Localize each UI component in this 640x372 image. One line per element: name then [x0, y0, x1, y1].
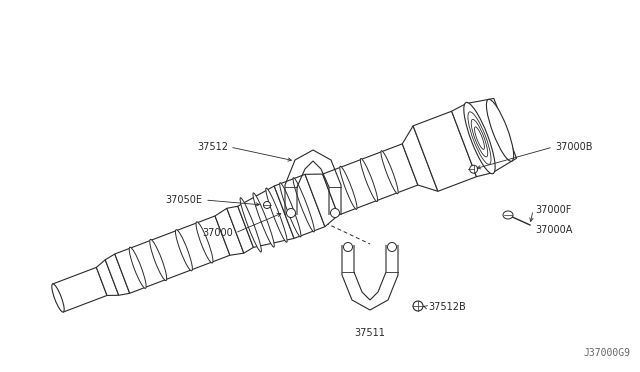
Text: 37000F: 37000F	[535, 205, 572, 215]
Ellipse shape	[503, 211, 513, 219]
Polygon shape	[115, 216, 230, 293]
Polygon shape	[52, 267, 107, 312]
Polygon shape	[274, 174, 325, 238]
Polygon shape	[403, 126, 438, 191]
Text: 37512B: 37512B	[428, 302, 466, 312]
Polygon shape	[238, 186, 294, 247]
Polygon shape	[305, 174, 338, 227]
Ellipse shape	[280, 183, 301, 237]
Ellipse shape	[387, 243, 397, 251]
Polygon shape	[105, 254, 130, 295]
Ellipse shape	[150, 239, 166, 280]
Ellipse shape	[196, 222, 213, 263]
Ellipse shape	[464, 102, 495, 174]
Ellipse shape	[360, 158, 378, 202]
Ellipse shape	[287, 208, 296, 218]
Ellipse shape	[175, 230, 193, 271]
Ellipse shape	[330, 208, 339, 218]
Text: 37000A: 37000A	[535, 225, 572, 235]
Ellipse shape	[253, 193, 275, 247]
Polygon shape	[323, 144, 418, 215]
Text: 37050E: 37050E	[165, 195, 202, 205]
Ellipse shape	[293, 178, 314, 232]
Ellipse shape	[52, 284, 64, 312]
Polygon shape	[227, 206, 253, 253]
Ellipse shape	[381, 151, 398, 194]
Ellipse shape	[413, 301, 423, 311]
Polygon shape	[413, 111, 476, 191]
Text: 37511: 37511	[355, 328, 385, 338]
Ellipse shape	[486, 99, 514, 161]
Ellipse shape	[470, 165, 477, 173]
Ellipse shape	[264, 202, 271, 208]
Ellipse shape	[344, 243, 353, 251]
Ellipse shape	[129, 247, 146, 288]
Polygon shape	[452, 103, 493, 177]
Ellipse shape	[240, 198, 261, 252]
Polygon shape	[467, 99, 516, 173]
Text: J37000G9: J37000G9	[583, 348, 630, 358]
Polygon shape	[97, 260, 118, 295]
Ellipse shape	[266, 188, 287, 242]
Text: 37000: 37000	[202, 228, 233, 238]
Text: 37000B: 37000B	[555, 142, 593, 152]
Ellipse shape	[340, 166, 357, 209]
Polygon shape	[215, 208, 244, 255]
Text: 37512: 37512	[197, 142, 228, 152]
